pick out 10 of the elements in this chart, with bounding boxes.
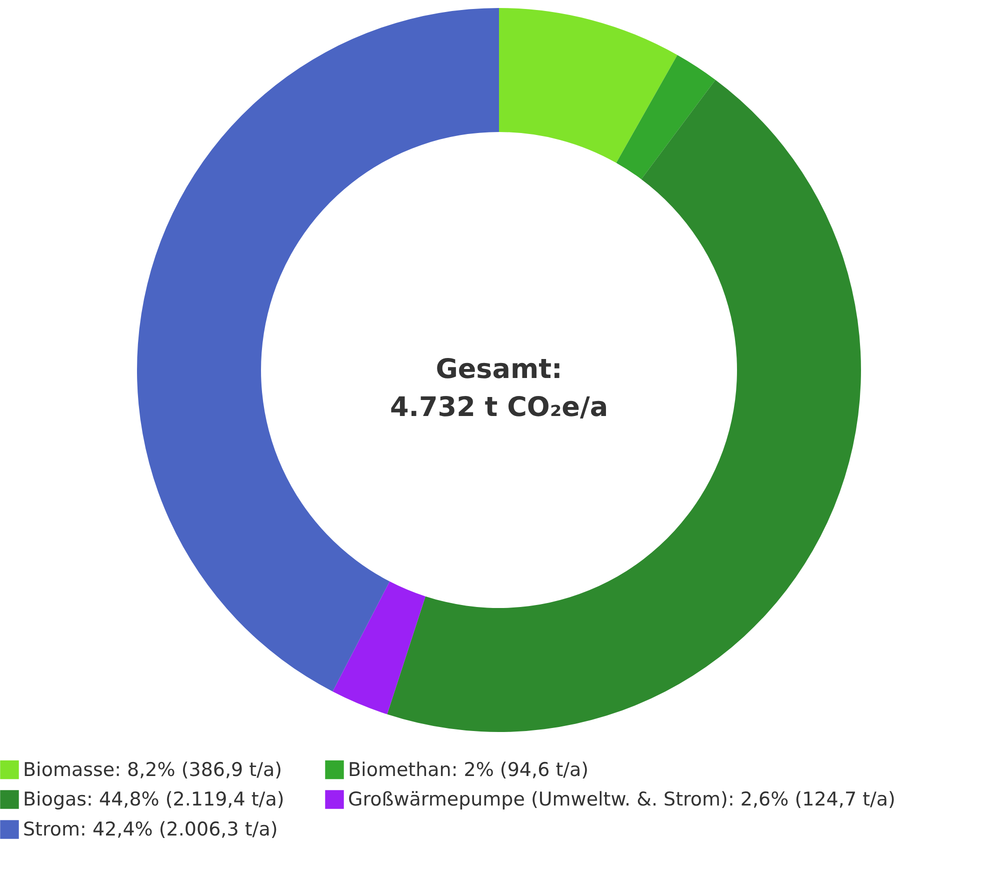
legend-label: Großwärmepumpe (Umweltw. &. Strom): 2,6% (124,7 t/a) bbox=[348, 788, 896, 810]
donut-slice bbox=[332, 581, 426, 714]
donut-slice bbox=[616, 54, 716, 180]
legend-label: Biomasse: 8,2% (386,9 t/a) bbox=[23, 758, 282, 781]
donut-slice bbox=[499, 8, 678, 163]
donut-slice bbox=[387, 80, 861, 732]
legend-label: Biomethan: 2% (94,6 t/a) bbox=[348, 758, 589, 781]
text: Gesamt: 4.732 t CO₂e/a bbox=[390, 354, 608, 423]
legend-label: Strom: 42,4% (2.006,3 t/a) bbox=[23, 818, 278, 840]
legend-label: Biogas: 44,8% (2.119,4 t/a) bbox=[23, 788, 284, 810]
